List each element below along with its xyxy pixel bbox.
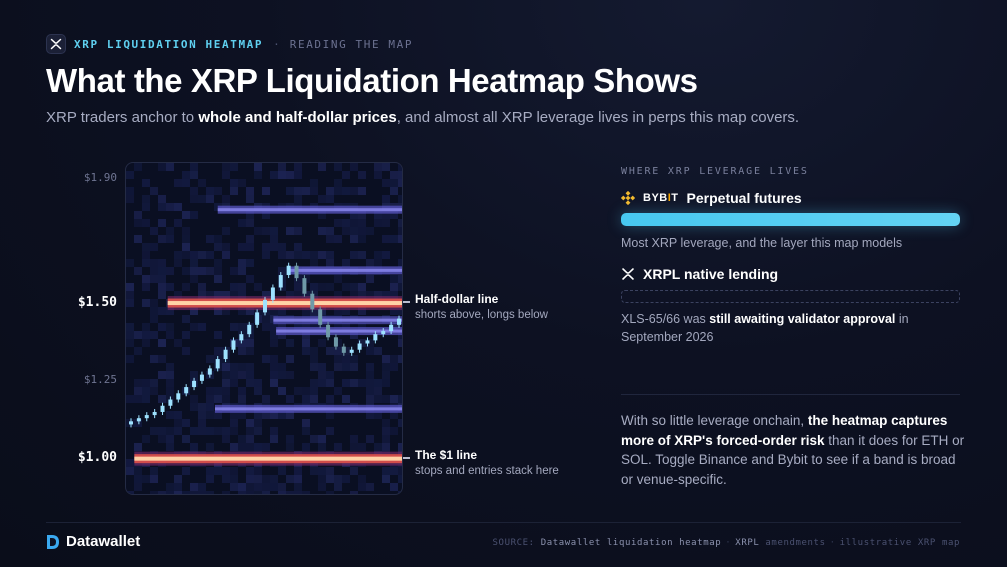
brand[interactable]: Datawallet xyxy=(46,533,140,550)
price-candle xyxy=(349,346,354,356)
price-candle xyxy=(152,408,157,419)
price-candle xyxy=(333,334,338,350)
price-candle xyxy=(223,346,228,363)
venue-name-perps: Perpetual futures xyxy=(686,190,802,206)
price-candle xyxy=(318,306,323,328)
xrp-logo-icon xyxy=(622,268,634,280)
datawallet-logo-icon xyxy=(47,534,59,549)
price-candle xyxy=(310,290,315,313)
price-candle xyxy=(239,331,244,344)
price-tick-label: $1.25 xyxy=(83,373,117,387)
eyebrow-subtitle: READING THE MAP xyxy=(289,37,414,51)
price-candle xyxy=(341,343,346,356)
price-candle xyxy=(215,356,220,372)
liquidation-band xyxy=(134,451,402,466)
eyebrow-label: XRP LIQUIDATION HEATMAP xyxy=(74,37,264,51)
eyebrow-separator: · xyxy=(273,37,280,51)
eyebrow: XRP LIQUIDATION HEATMAP · READING THE MA… xyxy=(46,34,413,54)
annotation-note: shorts above, longs below xyxy=(415,309,548,322)
leverage-section-label: WHERE XRP LEVERAGE LIVES xyxy=(621,166,809,177)
subtitle-text-start: XRP traders anchor to xyxy=(46,109,199,126)
liquidation-band xyxy=(276,327,402,336)
price-candle xyxy=(199,371,204,384)
xrpl-share-bar xyxy=(621,290,960,303)
annotation-title: Half-dollar line xyxy=(415,292,499,307)
venue-perpetual-futures: BYBIT Perpetual futures xyxy=(621,190,802,206)
price-candle xyxy=(278,272,283,291)
price-candle xyxy=(247,321,252,338)
venue-name-xrpl: XRPL native lending xyxy=(643,266,779,282)
price-candle xyxy=(207,365,212,378)
liquidation-band xyxy=(214,404,402,413)
price-candle xyxy=(357,340,362,353)
price-candle xyxy=(255,309,260,328)
subtitle-text-end: , and almost all XRP leverage lives in p… xyxy=(396,109,800,126)
price-candle xyxy=(231,337,236,353)
price-candle xyxy=(263,296,267,316)
page-subtitle: XRP traders anchor to whole and half-dol… xyxy=(46,109,799,126)
price-candle xyxy=(168,396,173,409)
binance-logo-icon xyxy=(621,191,635,205)
price-candle xyxy=(389,321,394,335)
liquidation-band xyxy=(273,316,402,325)
price-candle xyxy=(160,402,165,415)
brand-name: Datawallet xyxy=(66,533,141,550)
liquidation-band xyxy=(290,266,402,275)
price-candle xyxy=(144,412,149,422)
perps-description: Most XRP leverage, and the layer this ma… xyxy=(621,236,903,250)
subtitle-emphasis: whole and half-dollar prices xyxy=(198,109,397,126)
price-candle xyxy=(365,337,370,347)
price-candle xyxy=(294,262,299,282)
price-candle xyxy=(381,328,386,338)
price-candle xyxy=(326,321,331,341)
heatmap-canvas xyxy=(126,163,402,494)
summary-paragraph: With so little leverage onchain, the hea… xyxy=(621,413,965,487)
venue-xrpl-lending: XRPL native lending xyxy=(621,266,778,282)
liquidation-band xyxy=(217,205,402,214)
price-candle xyxy=(129,418,133,428)
page-title: What the XRP Liquidation Heatmap Shows xyxy=(46,62,698,99)
bybit-logo-icon: BYBIT xyxy=(643,192,679,204)
price-candle xyxy=(270,284,275,303)
annotation-note: stops and entries stack here xyxy=(415,464,559,477)
price-candle xyxy=(302,275,307,297)
price-candle xyxy=(373,331,378,344)
price-candle xyxy=(192,377,197,391)
price-tick-label: $1.90 xyxy=(83,171,117,185)
annotation-tick xyxy=(403,456,410,459)
source-credit: SOURCE: Datawallet liquidation heatmap · X… xyxy=(492,538,960,548)
price-candle xyxy=(136,415,141,425)
footer-divider xyxy=(46,522,961,523)
xrp-logo-icon xyxy=(46,34,66,54)
price-candle xyxy=(397,315,401,328)
heatmap-chart xyxy=(125,162,403,495)
annotation-tick xyxy=(403,301,410,304)
perps-share-bar xyxy=(621,213,960,226)
price-candle xyxy=(184,384,189,397)
annotation-title: The $1 line xyxy=(415,447,478,462)
divider xyxy=(621,394,960,395)
price-candle xyxy=(176,390,181,403)
xrpl-description: XLS-65/66 was still awaiting validator a… xyxy=(621,312,909,344)
price-candle xyxy=(286,262,291,279)
price-tick-label: $1.50 xyxy=(77,294,117,310)
price-tick-label: $1.00 xyxy=(77,450,117,466)
liquidation-band xyxy=(167,296,402,311)
